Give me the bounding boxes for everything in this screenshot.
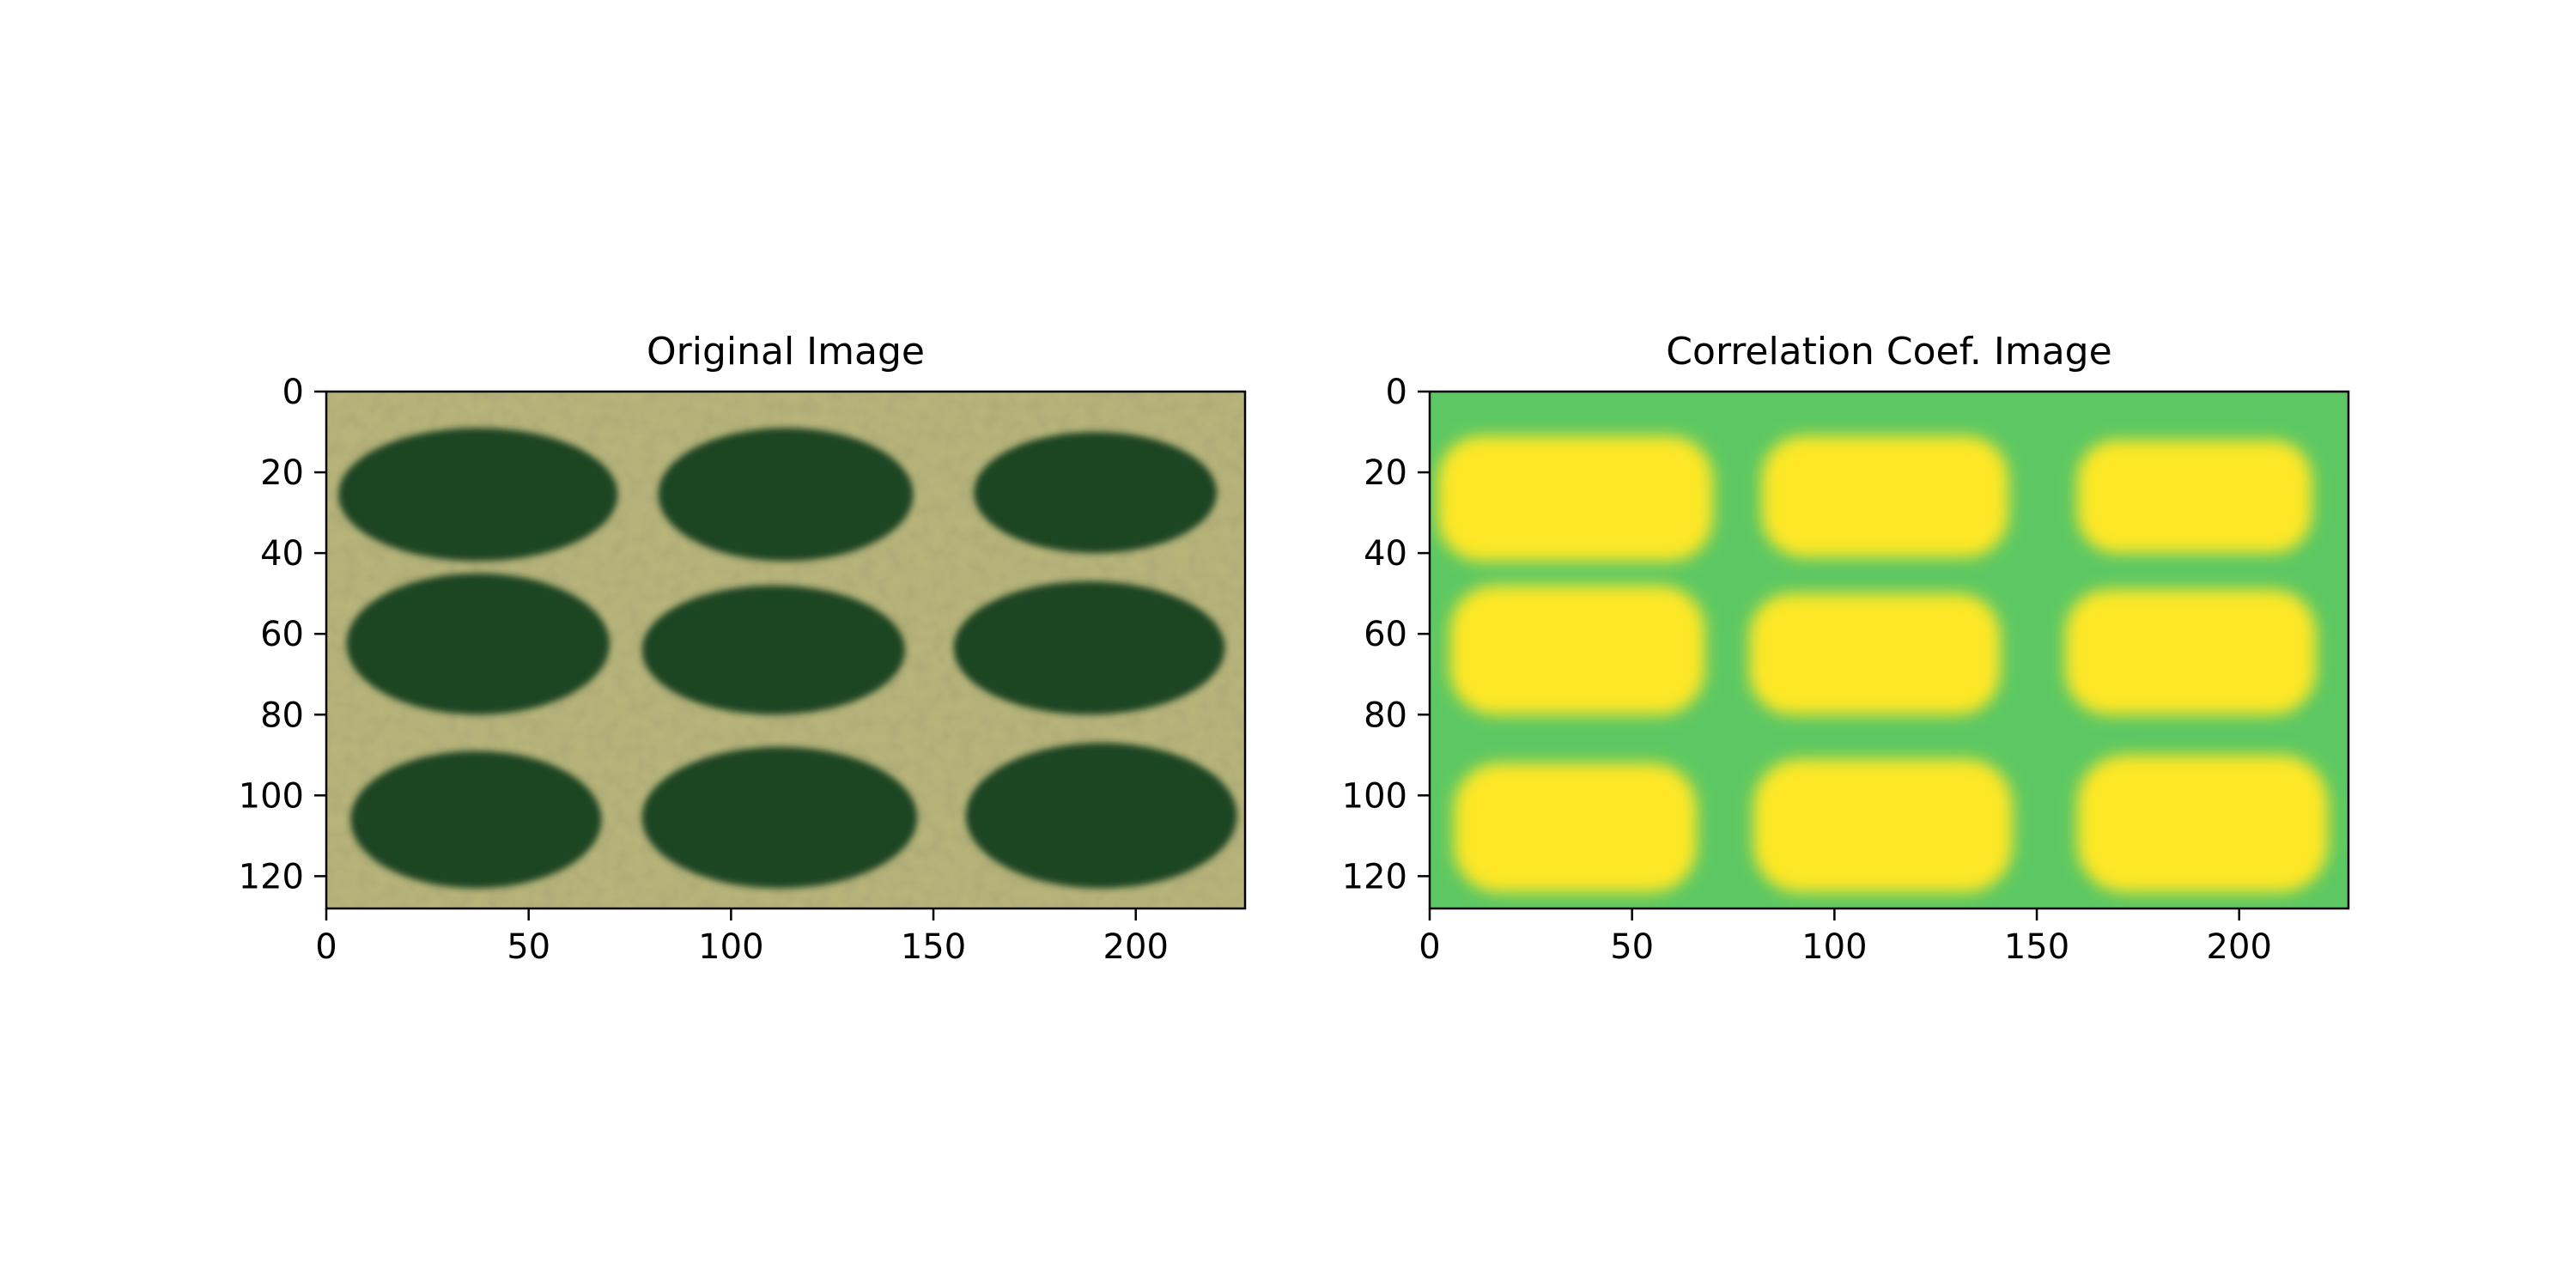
bush-2 (659, 428, 914, 561)
y-tick-label-40: 40 (1364, 534, 1407, 574)
high-correlation-region-4 (1450, 586, 1705, 715)
panel-correlation: Correlation Coef. Image 0 50 100 150 200 0 20 4… (1342, 330, 2348, 967)
y-tick-label-80: 80 (260, 696, 304, 735)
x-tick-label-150: 150 (2004, 927, 2069, 967)
image-correlation (1430, 392, 2348, 908)
x-tick-label-50: 50 (1610, 927, 1654, 967)
bush-9 (966, 743, 1237, 888)
bush-5 (642, 586, 905, 715)
bush-6 (954, 581, 1225, 714)
x-tick-label-150: 150 (901, 927, 966, 967)
x-tick-label-200: 200 (1103, 927, 1169, 967)
y-tick-label-40: 40 (260, 534, 304, 574)
y-tick-label-80: 80 (1364, 696, 1407, 735)
y-tick-label-0: 0 (283, 373, 304, 412)
bush-8 (642, 747, 918, 889)
high-correlation-region-9 (2077, 755, 2328, 892)
high-correlation-region-8 (1753, 759, 2013, 892)
high-correlation-region-7 (1454, 763, 1697, 893)
y-tick-label-60: 60 (1364, 615, 1407, 654)
bush-1 (338, 428, 617, 561)
x-tick-label-200: 200 (2207, 927, 2272, 967)
x-tick-label-100: 100 (698, 927, 763, 967)
high-correlation-region-5 (1749, 593, 2000, 714)
image-original (326, 392, 1245, 908)
y-tick-label-100: 100 (1342, 776, 1407, 816)
title-original: Original Image (647, 330, 925, 374)
bush-7 (350, 751, 601, 889)
x-tick-label-100: 100 (1801, 927, 1867, 967)
high-correlation-region-6 (2065, 589, 2316, 714)
y-tick-label-20: 20 (1364, 453, 1407, 493)
y-tick-label-100: 100 (239, 776, 304, 816)
y-tick-label-0: 0 (1386, 373, 1407, 412)
y-tick-label-120: 120 (1342, 857, 1407, 896)
y-tick-label-120: 120 (239, 857, 304, 896)
y-tick-label-60: 60 (260, 615, 304, 654)
high-correlation-region-2 (1762, 436, 2009, 557)
high-correlation-region-1 (1437, 436, 1713, 562)
x-tick-label-0: 0 (1419, 927, 1440, 967)
x-tick-label-50: 50 (507, 927, 550, 967)
y-tick-label-20: 20 (260, 453, 304, 493)
bush-3 (974, 432, 1217, 553)
bush-4 (347, 574, 610, 715)
x-tick-label-0: 0 (315, 927, 337, 967)
panel-original: Original Image 0 50 100 150 200 0 20 40 60 80 100 1… (239, 330, 1245, 967)
high-correlation-region-3 (2077, 440, 2312, 553)
title-correlation: Correlation Coef. Image (1666, 330, 2111, 374)
